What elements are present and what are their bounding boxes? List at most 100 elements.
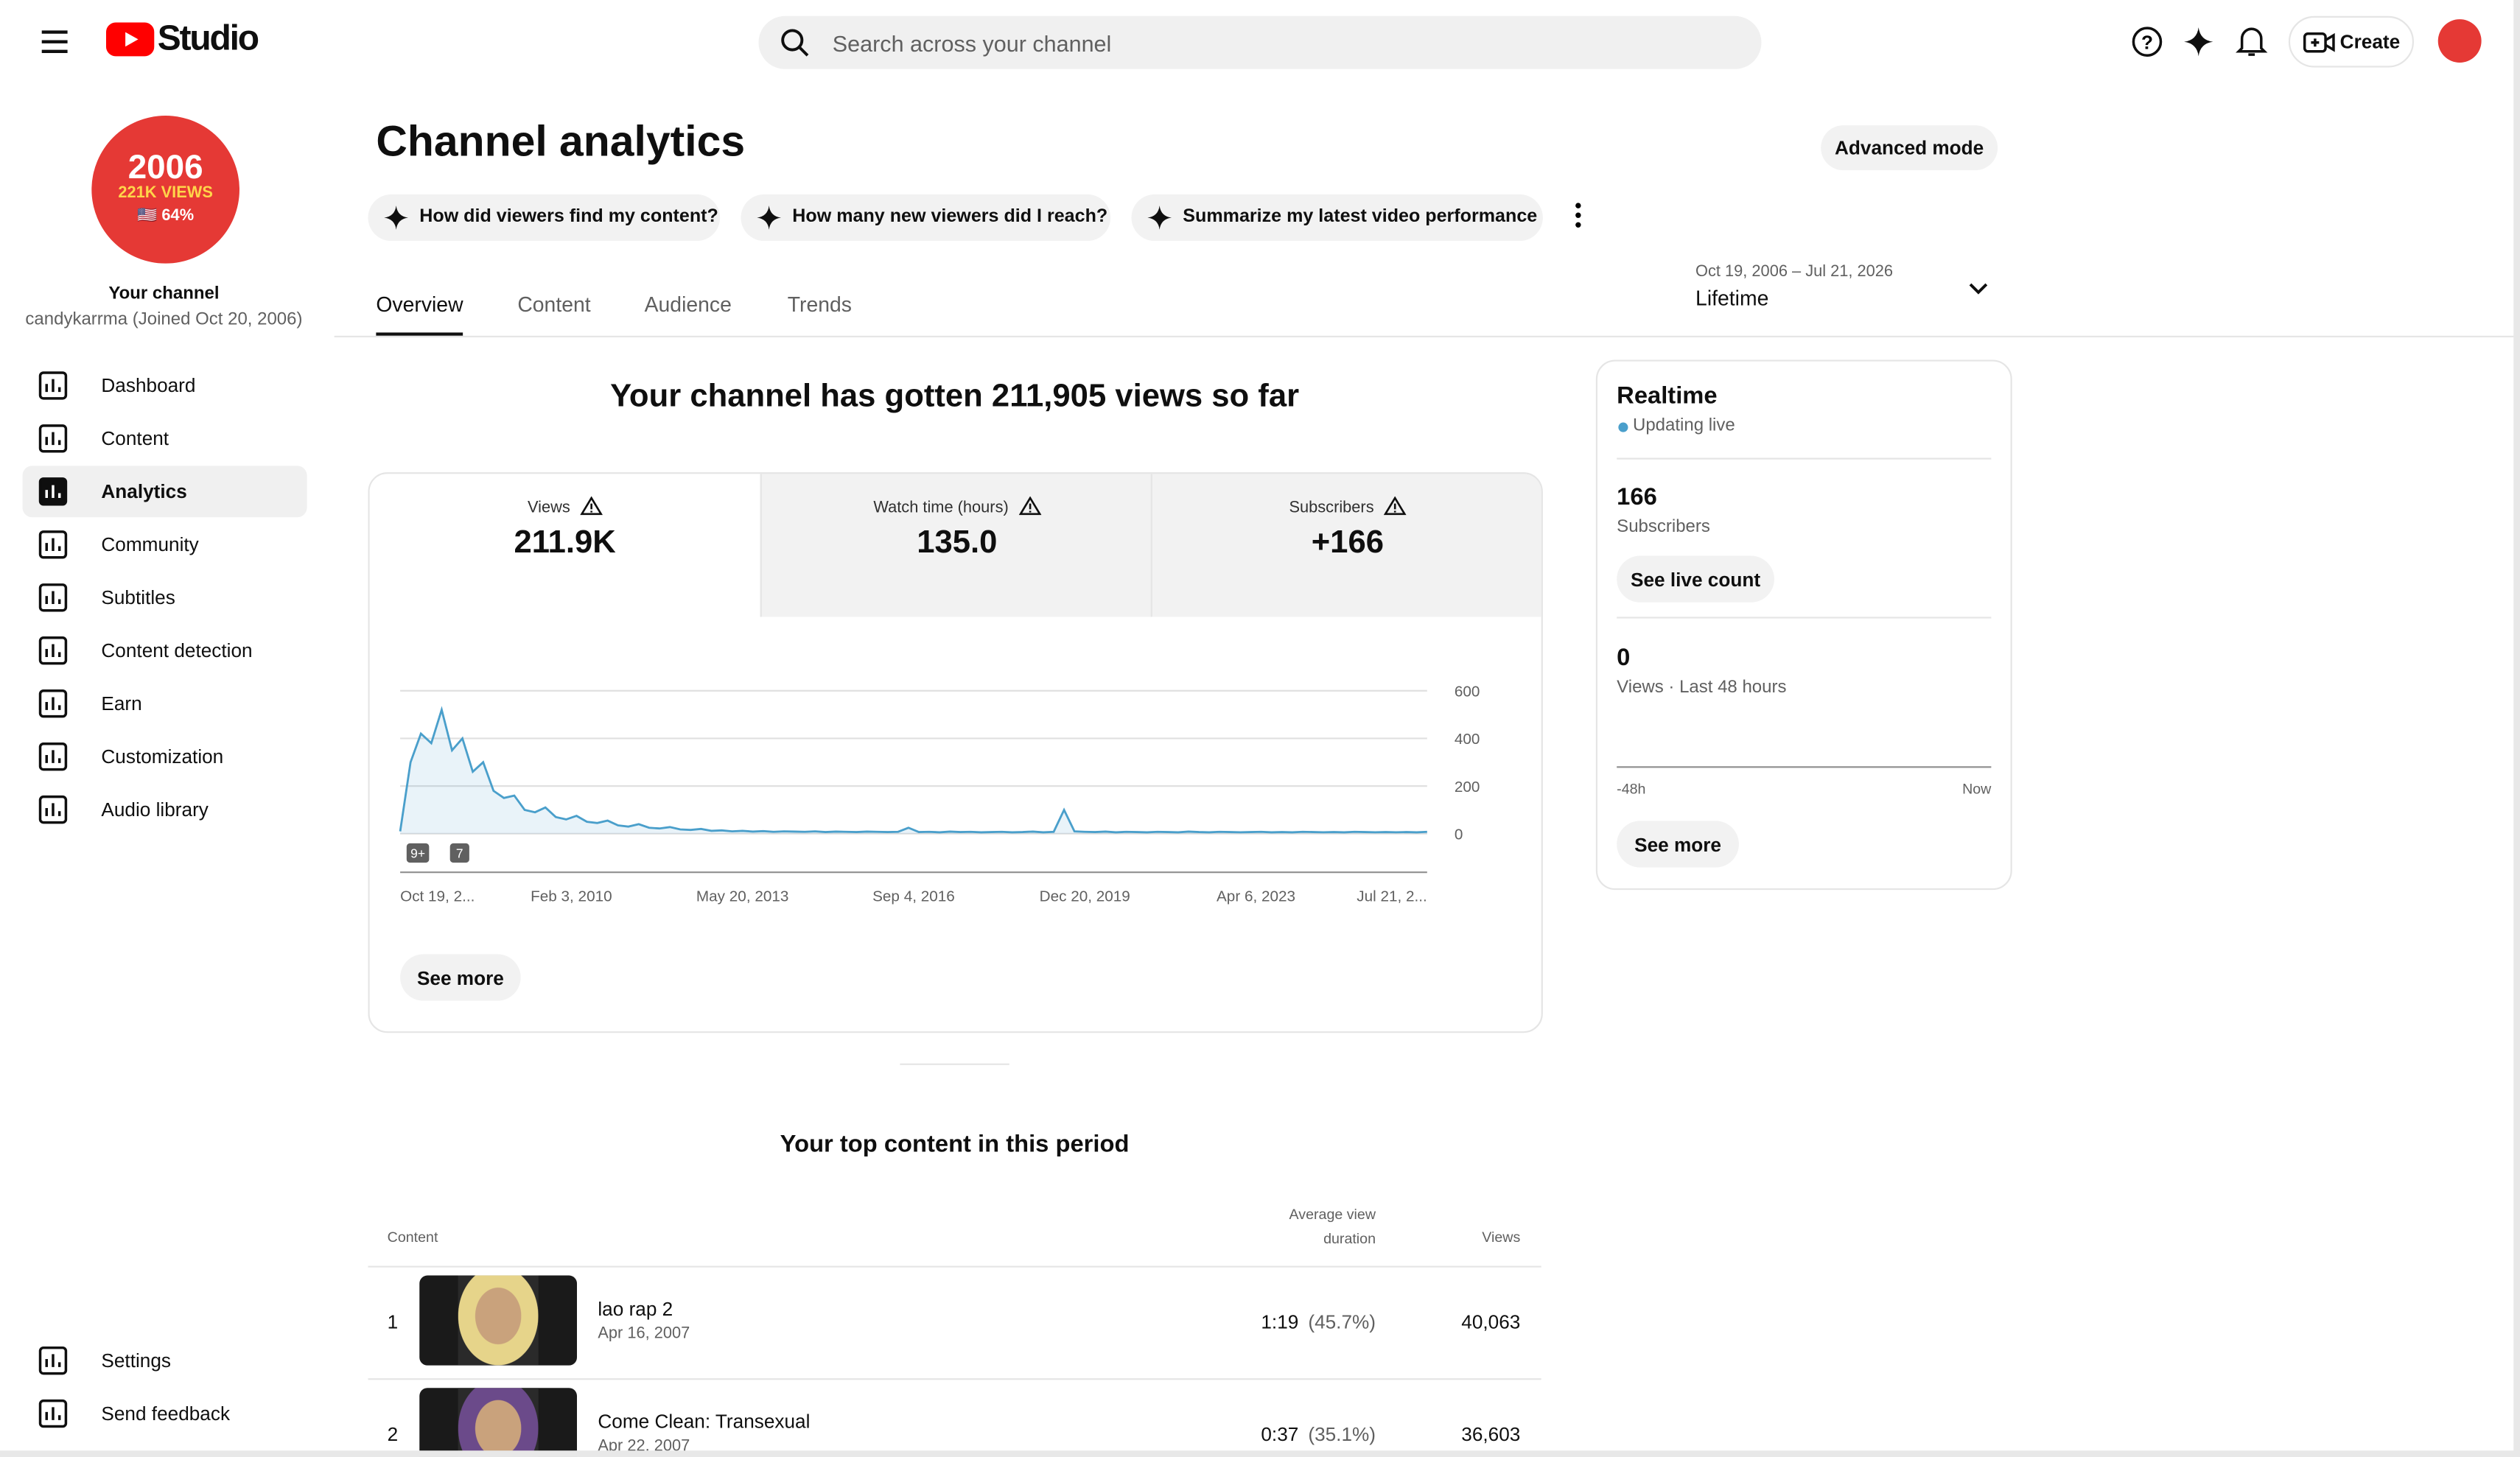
metric-label: Watch time (hours) xyxy=(762,496,1152,517)
metric-tab[interactable]: Watch time (hours) 135.0 xyxy=(760,474,1151,617)
tab[interactable]: Content xyxy=(517,292,591,317)
nav-icon xyxy=(38,689,68,718)
avatar-flag: 🇺🇸 64% xyxy=(137,207,195,225)
nav-item[interactable]: Dashboard xyxy=(101,374,196,397)
nav-item[interactable]: Customization xyxy=(101,745,224,768)
more-options[interactable] xyxy=(1569,201,1588,230)
avg-percent: (35.1%) xyxy=(1308,1423,1376,1446)
sparkle xyxy=(384,206,408,230)
nav-icon xyxy=(38,477,68,506)
warning-icon xyxy=(1383,496,1407,516)
search-bar[interactable]: Search across your channel xyxy=(758,15,1762,69)
divider xyxy=(1617,457,1992,460)
advanced-mode-button[interactable]: Advanced mode xyxy=(1821,125,1998,171)
create-label: Create xyxy=(2339,30,2401,53)
x-tick-label: Jul 21, 2... xyxy=(1357,888,1427,905)
nav-icon xyxy=(38,1346,68,1375)
metric-label-text: Subscribers xyxy=(1289,499,1374,518)
tab-underline xyxy=(376,332,463,336)
metric-value: +166 xyxy=(1311,525,1384,561)
prompt-chip[interactable]: Summarize my latest video performance xyxy=(1131,194,1543,242)
metric-tab[interactable]: Views 211.9K xyxy=(369,474,760,617)
summary: Your channel has gotten 211,905 views so… xyxy=(610,379,1300,415)
y-tick-label: 200 xyxy=(1455,779,1480,796)
nav-item[interactable]: Community xyxy=(101,533,199,556)
icon-glyph xyxy=(45,750,61,763)
icon-shape xyxy=(38,424,68,453)
period-chevron[interactable] xyxy=(1967,278,1990,301)
realtime-axis xyxy=(1617,766,1992,768)
page-title: Channel analytics xyxy=(376,117,746,166)
prompt-chip[interactable]: How did viewers find my content? xyxy=(368,194,721,242)
x-tick-label: May 20, 2013 xyxy=(696,888,788,905)
icon-shape xyxy=(38,1399,68,1428)
views-label: Views · Last 48 hours xyxy=(1617,678,1787,698)
warning xyxy=(1018,496,1041,516)
realtime-status: Updating live xyxy=(1632,415,1735,435)
icon-shape xyxy=(38,371,68,400)
top-content-title: Your top content in this period xyxy=(780,1131,1130,1159)
account-avatar[interactable] xyxy=(2437,19,2482,63)
realtime-see-more[interactable]: See more xyxy=(1617,821,1739,868)
tab[interactable]: Audience xyxy=(644,292,732,317)
prompt-text: Summarize my latest video performance xyxy=(1183,207,1538,227)
realtime-card: Realtime Updating live 166 Subscribers S… xyxy=(1595,359,2012,891)
warning xyxy=(1383,496,1407,516)
ai-icon[interactable] xyxy=(2183,26,2215,58)
search-placeholder: Search across your channel xyxy=(832,30,1112,57)
axis-end: Now xyxy=(1962,780,1992,797)
sparkle-icon xyxy=(1147,206,1172,230)
period[interactable]: Lifetime xyxy=(1695,286,1769,310)
nav-item[interactable]: Settings xyxy=(101,1349,171,1372)
x-tick-label: Dec 20, 2019 xyxy=(1040,888,1130,905)
menu-button[interactable] xyxy=(38,26,71,58)
row-divider xyxy=(368,1378,1541,1380)
see-live-count-button[interactable]: See live count xyxy=(1617,555,1774,603)
video-title[interactable]: Come Clean: Transexual xyxy=(598,1410,811,1433)
nav-item[interactable]: Send feedback xyxy=(101,1402,231,1425)
metric-tab[interactable]: Subscribers +166 xyxy=(1150,474,1541,617)
channel-avatar[interactable]: 2006 221K VIEWS 🇺🇸 64% xyxy=(91,116,239,264)
tab[interactable]: Overview xyxy=(376,292,463,317)
see-more-button[interactable]: See more xyxy=(400,954,521,1001)
nav-icon xyxy=(38,371,68,400)
nav-item[interactable]: Analytics xyxy=(101,480,187,503)
sparkle xyxy=(1147,206,1172,230)
icon-shape xyxy=(38,795,68,824)
tab[interactable]: Trends xyxy=(787,292,852,317)
nav-item[interactable]: Audio library xyxy=(101,798,209,821)
icon-shape xyxy=(38,636,68,665)
logo-text[interactable]: Studio xyxy=(157,17,259,58)
realtime-subscribers: 166 xyxy=(1617,483,1657,511)
icon-shape xyxy=(38,742,68,771)
video-title[interactable]: lao rap 2 xyxy=(598,1298,673,1321)
annotation-badge xyxy=(449,843,469,863)
badge-label: 9+ xyxy=(410,846,425,861)
nav-item[interactable]: Subtitles xyxy=(101,586,175,609)
nav-item[interactable]: Content xyxy=(101,427,169,450)
x-tick-label: Apr 6, 2023 xyxy=(1217,888,1295,905)
x-tick-label: Oct 19, 2... xyxy=(400,888,475,905)
metric-label-text: Watch time (hours) xyxy=(873,499,1009,518)
icon-glyph xyxy=(45,1354,61,1367)
subscribers-label: Subscribers xyxy=(1617,517,1710,537)
nav-icon xyxy=(38,530,68,559)
thumbnail[interactable] xyxy=(419,1275,578,1366)
youtube-logo[interactable] xyxy=(105,22,155,58)
thumbnail[interactable] xyxy=(419,1388,578,1457)
sparkle-icon xyxy=(757,206,782,230)
notifications-icon[interactable] xyxy=(2236,24,2268,60)
nav-item[interactable]: Content detection xyxy=(101,639,253,662)
nav-item[interactable]: Earn xyxy=(101,692,142,715)
warning xyxy=(579,496,603,516)
x-tick-label: Feb 3, 2010 xyxy=(531,888,612,905)
channel-label: Your channel xyxy=(108,284,220,304)
help-icon[interactable]: ? xyxy=(2131,26,2163,58)
date-range[interactable]: Oct 19, 2006 – Jul 21, 2026 xyxy=(1695,263,1894,281)
icon-glyph xyxy=(45,1407,61,1420)
create-button[interactable]: Create xyxy=(2288,15,2415,68)
video-date: Apr 16, 2007 xyxy=(598,1325,690,1344)
prompt-chip[interactable]: How many new viewers did I reach? xyxy=(741,194,1111,242)
